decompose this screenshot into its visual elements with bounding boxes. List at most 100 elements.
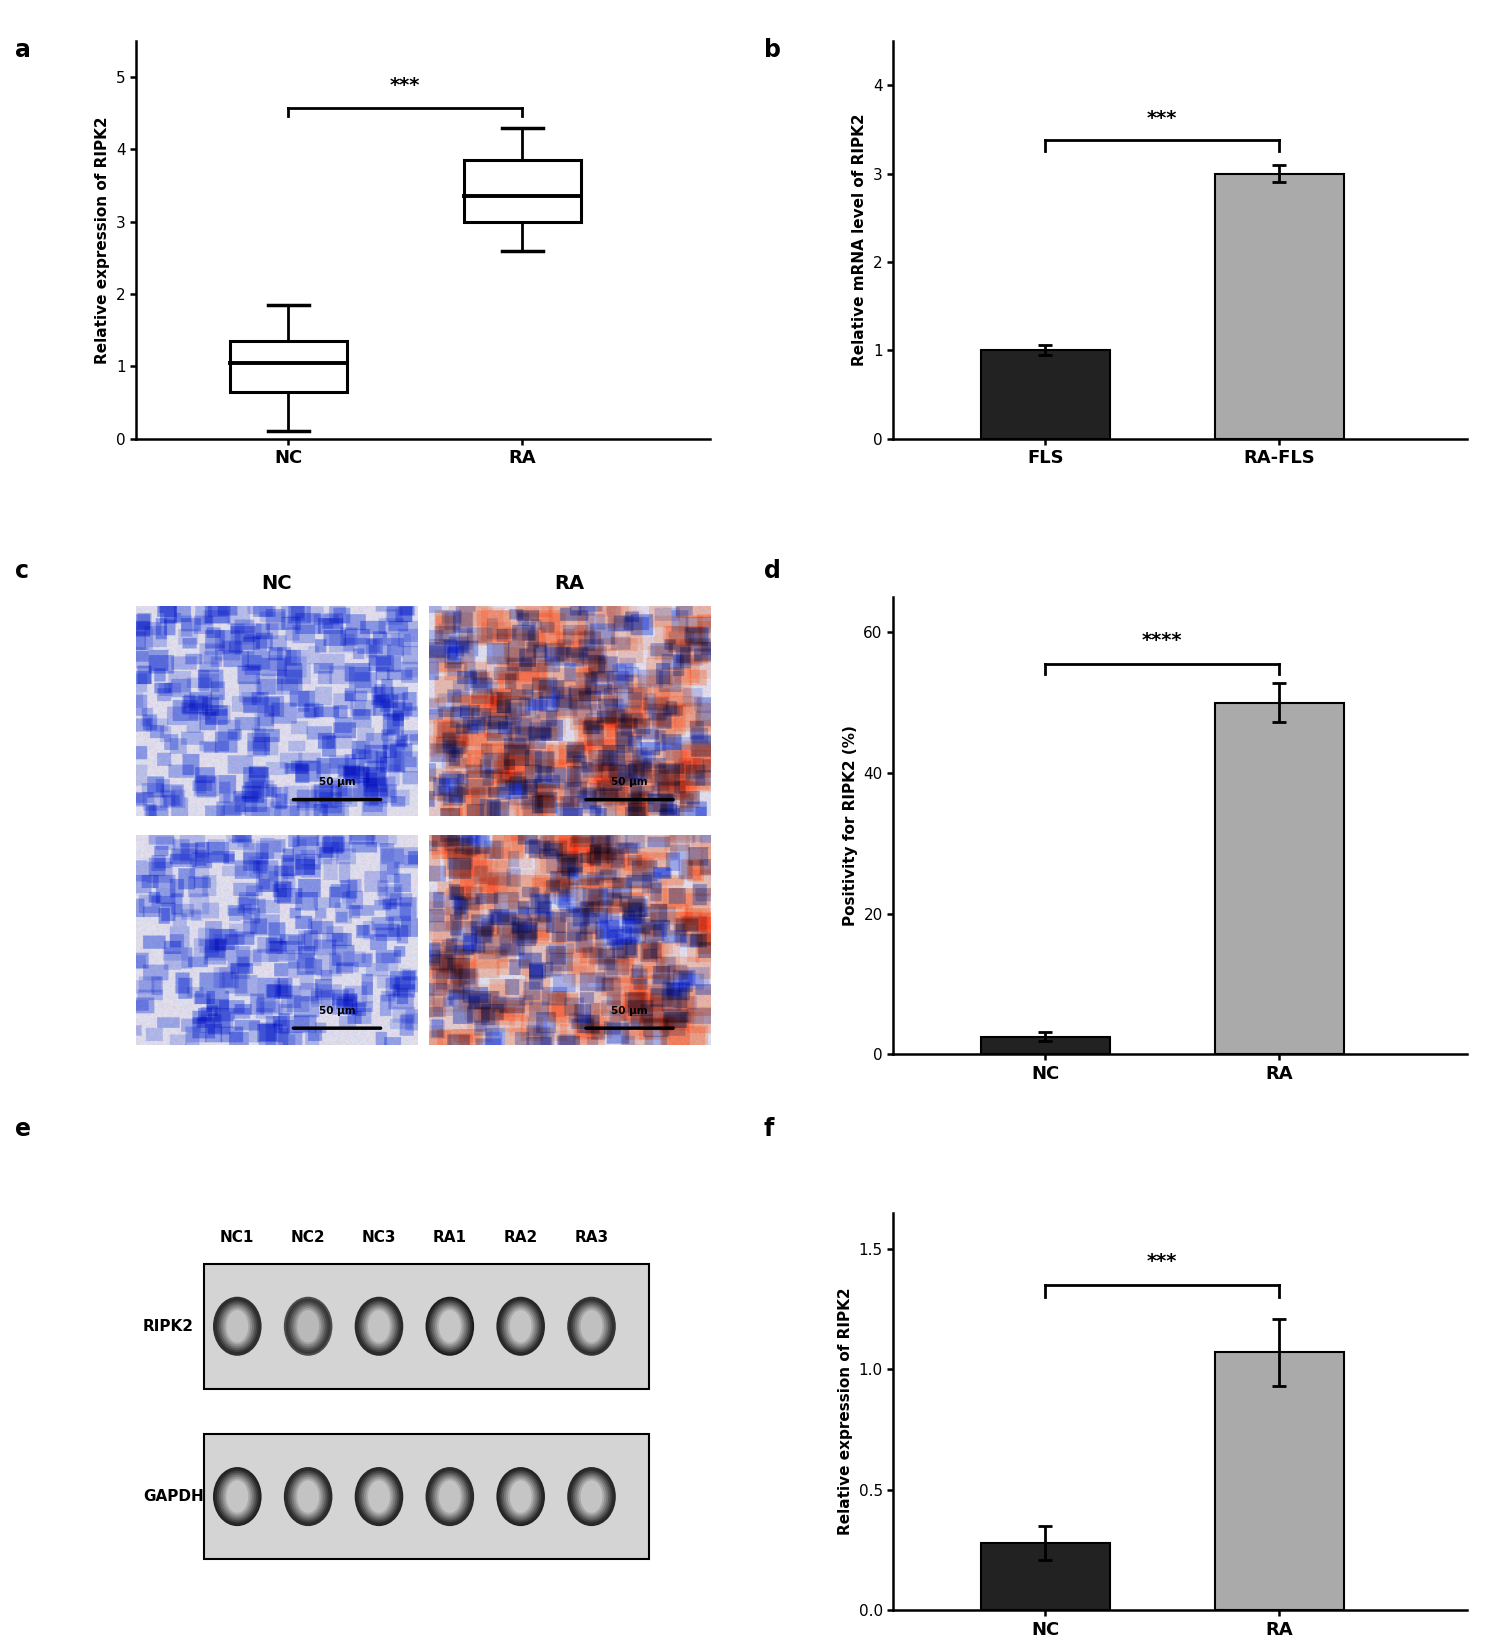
Text: RA3: RA3 (575, 1229, 609, 1244)
Ellipse shape (510, 1309, 532, 1342)
Text: GAPDH: GAPDH (142, 1489, 204, 1503)
Text: NC3: NC3 (361, 1229, 396, 1244)
Ellipse shape (219, 1472, 256, 1520)
Ellipse shape (431, 1303, 469, 1351)
Ellipse shape (358, 1301, 399, 1352)
Ellipse shape (569, 1469, 614, 1525)
Ellipse shape (575, 1305, 608, 1349)
Ellipse shape (438, 1480, 461, 1513)
Ellipse shape (432, 1305, 467, 1349)
Bar (1216, 174, 1344, 439)
Ellipse shape (499, 1298, 543, 1354)
Ellipse shape (360, 1472, 398, 1520)
Ellipse shape (496, 1296, 544, 1355)
Text: b: b (764, 38, 780, 62)
Ellipse shape (573, 1472, 609, 1520)
Ellipse shape (366, 1479, 392, 1515)
Ellipse shape (507, 1306, 535, 1346)
Ellipse shape (367, 1480, 390, 1513)
Ellipse shape (286, 1298, 331, 1354)
Ellipse shape (215, 1298, 260, 1354)
Ellipse shape (367, 1309, 390, 1342)
Text: ****: **** (1142, 631, 1182, 651)
Ellipse shape (293, 1477, 324, 1516)
Ellipse shape (499, 1469, 543, 1525)
Ellipse shape (293, 1306, 324, 1346)
Ellipse shape (428, 1469, 472, 1525)
Ellipse shape (213, 1467, 262, 1526)
Ellipse shape (366, 1308, 392, 1344)
Ellipse shape (510, 1480, 532, 1513)
Ellipse shape (298, 1309, 319, 1342)
Ellipse shape (216, 1301, 257, 1352)
Bar (981, 1543, 1110, 1610)
Ellipse shape (429, 1470, 470, 1523)
Ellipse shape (437, 1479, 463, 1515)
Ellipse shape (290, 1472, 327, 1520)
Ellipse shape (502, 1303, 540, 1351)
Ellipse shape (290, 1303, 327, 1351)
Text: RA2: RA2 (503, 1229, 538, 1244)
Text: f: f (764, 1117, 774, 1142)
Text: ***: *** (1148, 108, 1178, 128)
Text: c: c (15, 559, 29, 583)
Ellipse shape (216, 1470, 257, 1523)
Ellipse shape (227, 1480, 248, 1513)
Ellipse shape (579, 1479, 605, 1515)
Ellipse shape (298, 1480, 319, 1513)
FancyBboxPatch shape (204, 1434, 649, 1559)
Text: RA: RA (553, 573, 584, 593)
Ellipse shape (360, 1303, 398, 1351)
Ellipse shape (284, 1467, 333, 1526)
Ellipse shape (425, 1296, 475, 1355)
Ellipse shape (429, 1301, 470, 1352)
Ellipse shape (364, 1477, 393, 1516)
Text: NC1: NC1 (221, 1229, 254, 1244)
Ellipse shape (579, 1308, 605, 1344)
Ellipse shape (500, 1470, 541, 1523)
Ellipse shape (432, 1475, 467, 1518)
Ellipse shape (428, 1298, 472, 1354)
Ellipse shape (581, 1480, 602, 1513)
Ellipse shape (287, 1470, 328, 1523)
Ellipse shape (431, 1472, 469, 1520)
Bar (230, 342, 346, 391)
Text: RIPK2: RIPK2 (142, 1319, 194, 1334)
Text: ***: *** (1148, 1252, 1178, 1270)
Ellipse shape (508, 1479, 534, 1515)
Ellipse shape (221, 1305, 254, 1349)
Text: RA1: RA1 (432, 1229, 467, 1244)
Ellipse shape (227, 1309, 248, 1342)
Ellipse shape (222, 1306, 253, 1346)
Ellipse shape (496, 1467, 544, 1526)
Ellipse shape (224, 1308, 249, 1344)
Ellipse shape (575, 1475, 608, 1518)
Ellipse shape (287, 1301, 328, 1352)
Ellipse shape (222, 1477, 253, 1516)
Ellipse shape (358, 1470, 399, 1523)
Ellipse shape (286, 1469, 331, 1525)
Ellipse shape (502, 1472, 540, 1520)
Ellipse shape (221, 1475, 254, 1518)
Ellipse shape (435, 1477, 464, 1516)
Ellipse shape (576, 1477, 606, 1516)
Ellipse shape (363, 1475, 396, 1518)
Ellipse shape (284, 1296, 333, 1355)
Text: NC: NC (262, 573, 292, 593)
Ellipse shape (572, 1470, 612, 1523)
Bar (464, 161, 581, 222)
FancyBboxPatch shape (204, 1263, 649, 1388)
Ellipse shape (219, 1303, 256, 1351)
Ellipse shape (425, 1467, 475, 1526)
Text: ***: *** (390, 76, 420, 95)
Ellipse shape (437, 1308, 463, 1344)
Ellipse shape (295, 1479, 321, 1515)
Ellipse shape (569, 1298, 614, 1354)
Bar (981, 350, 1110, 439)
Ellipse shape (503, 1305, 537, 1349)
Ellipse shape (435, 1306, 464, 1346)
Ellipse shape (213, 1296, 262, 1355)
Ellipse shape (292, 1475, 325, 1518)
Ellipse shape (500, 1301, 541, 1352)
Y-axis label: Positivity for RIPK2 (%): Positivity for RIPK2 (%) (842, 725, 857, 927)
